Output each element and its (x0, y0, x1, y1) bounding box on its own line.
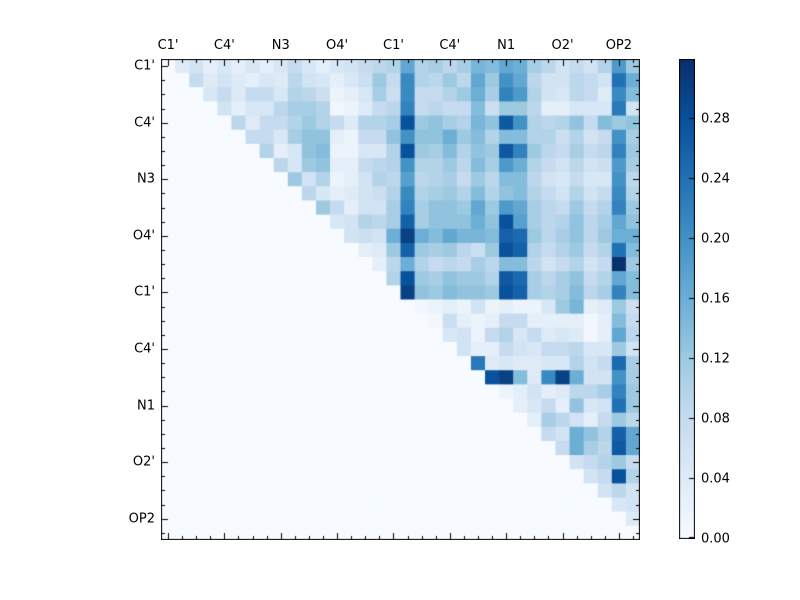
colorbar-tick-label: 0.28 (701, 111, 730, 127)
y-axis-tick-label: N3 (137, 171, 155, 187)
x-axis-tick-label: N1 (497, 38, 516, 53)
x-axis-tick-label: N3 (271, 38, 290, 53)
y-axis-tick-label: OP2 (128, 511, 155, 527)
x-axis-tick-label: O4' (326, 38, 349, 53)
y-axis-tick-label: O2' (132, 454, 155, 470)
colorbar-tick-label: 0.20 (701, 231, 730, 247)
colorbar-tick-label: 0.04 (701, 471, 730, 487)
y-axis-tick-label: C1' (134, 58, 155, 74)
x-axis-tick-label: C1' (382, 38, 404, 53)
colorbar-tick-label: 0.24 (701, 171, 730, 187)
colorbar-tick-label: 0.12 (701, 351, 730, 367)
heatmap-canvas (161, 59, 640, 540)
colorbar-tick-label: 0.16 (701, 291, 730, 307)
y-axis-tick-label: O4' (132, 228, 155, 244)
colorbar-tick-label: 0.08 (701, 411, 730, 427)
x-axis-tick-label: C1' (157, 38, 179, 53)
x-axis-tick-label: C4' (213, 38, 235, 53)
y-axis-tick-label: C4' (134, 115, 155, 131)
colorbar-tick-label: 0.00 (701, 531, 730, 547)
x-axis-tick-label: OP2 (605, 38, 633, 53)
y-axis-tick-label: N1 (137, 398, 155, 414)
y-axis-tick-label: C4' (134, 341, 155, 357)
x-axis-tick-label: C4' (439, 38, 461, 53)
x-axis-tick-label: O2' (551, 38, 574, 53)
y-axis-tick-label: C1' (134, 284, 155, 300)
colorbar (679, 59, 695, 539)
